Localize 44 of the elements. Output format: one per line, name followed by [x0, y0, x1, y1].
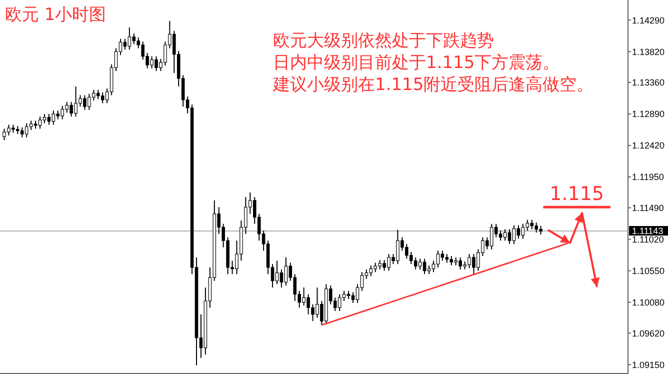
y-tick-label: 1.09150: [632, 360, 665, 370]
y-tick-label: 1.12890: [632, 109, 665, 120]
y-tick-label: 1.09620: [632, 328, 665, 338]
candlestick: [440, 250, 444, 262]
candlestick: [526, 219, 530, 232]
y-tick-label: 1.14290: [632, 15, 665, 26]
annotation: 日内中级别目前处于1.115下方震荡。: [273, 53, 560, 73]
candlestick: [42, 113, 46, 124]
y-tick-label: 1.11490: [632, 202, 664, 213]
candlestick: [24, 122, 28, 138]
candlestick: [436, 250, 440, 268]
ref-line-label: 1.11143: [632, 226, 664, 236]
candlestick: [284, 256, 288, 286]
candlestick: [275, 260, 279, 285]
candlestick: [414, 256, 418, 270]
annotation: 建议小级别在1.115附近受阻后逢高做空。: [272, 75, 594, 95]
candlestick: [38, 116, 42, 130]
candlestick: [512, 224, 516, 244]
candlestick: [418, 258, 422, 270]
y-tick-label: 1.11950: [632, 172, 664, 182]
candlestick: [422, 258, 426, 275]
y-tick-label: 1.13820: [632, 46, 665, 57]
candlestick: [338, 294, 342, 312]
candlestick: [100, 92, 104, 104]
y-tick-label: 1.10550: [632, 266, 665, 276]
candlestick: [280, 268, 284, 288]
chart-title: 欧元 1小时图: [5, 5, 106, 25]
y-tick-label: 1.12420: [632, 140, 665, 151]
y-tick-label: 1.10080: [632, 297, 665, 308]
candlestick: [516, 224, 520, 240]
annotation: 欧元大级别依然处于下跌趋势: [273, 31, 494, 51]
candlestick: [29, 120, 33, 131]
candlestick: [128, 26, 132, 50]
candlestick: [508, 228, 512, 244]
candlestick: [132, 33, 136, 45]
candlestick: [47, 113, 51, 126]
candlestick: [123, 38, 127, 50]
candlestick: [498, 230, 502, 242]
candlestick: [369, 264, 373, 277]
y-tick-label: 1.11020: [632, 234, 664, 244]
y-tick-label: 1.13360: [632, 78, 665, 88]
ref-line-label: 1.115: [550, 183, 604, 206]
candlestick: [52, 110, 56, 126]
candlestick: [521, 223, 525, 240]
